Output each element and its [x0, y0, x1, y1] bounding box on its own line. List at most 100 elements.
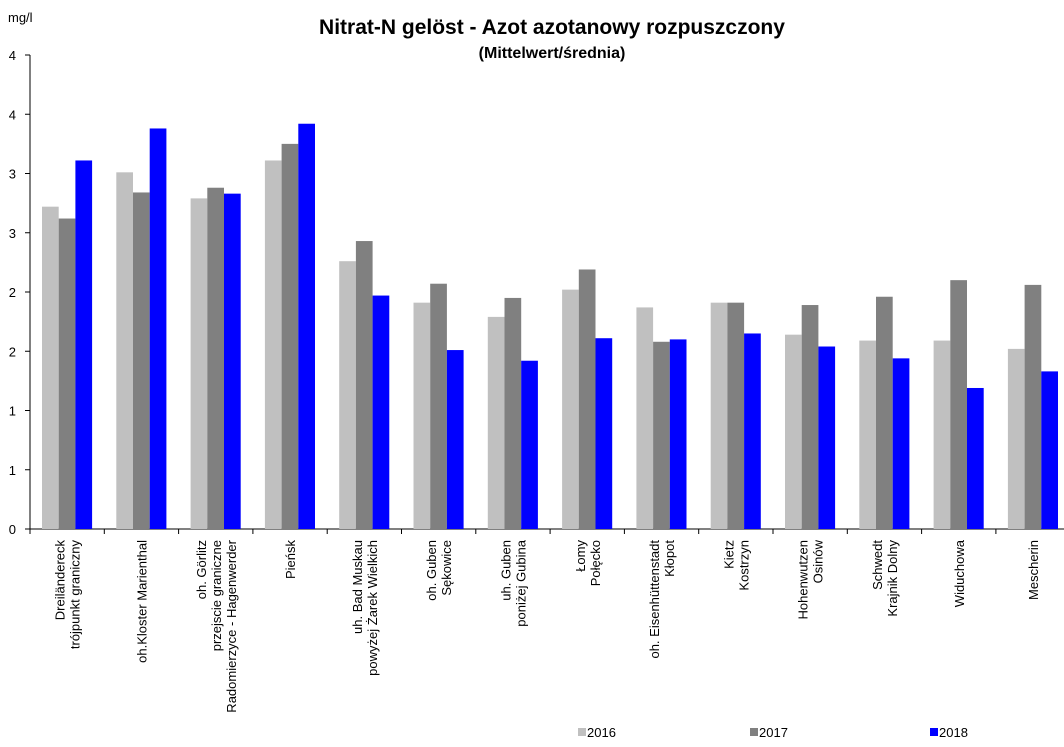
bar	[355, 241, 373, 530]
bar	[669, 339, 687, 529]
x-tick-label-line: Sękowice	[439, 540, 454, 596]
x-tick-label: Mescherin	[1026, 540, 1041, 600]
x-tick-label-line: oh.Kloster Marienthal	[134, 540, 149, 663]
x-tick-label: KietzKostrzyn	[721, 540, 751, 591]
bar	[859, 340, 876, 529]
bar	[487, 316, 505, 529]
x-tick-label: oh. Görlitzprzejscie graniczneRadomierzy…	[194, 539, 239, 712]
bar	[430, 283, 447, 529]
y-tick-label: 2	[9, 344, 16, 359]
bar	[1024, 284, 1042, 529]
chart-subtitle: (Mittelwert/średnia)	[479, 45, 626, 62]
y-tick-label: 4	[9, 48, 16, 63]
y-tick-label: 2	[9, 285, 16, 300]
legend-label: 2018	[939, 725, 968, 740]
x-tick-label: oh. GubenSękowice	[424, 540, 454, 601]
bar	[133, 192, 150, 529]
bar	[892, 358, 910, 529]
bar	[1041, 371, 1058, 529]
bar	[413, 302, 431, 529]
x-tick-label-line: powyżej Żarek Wielkich	[365, 540, 380, 676]
x-tick-label-line: oh. Eisenhüttenstadt	[647, 540, 662, 659]
x-tick-label-line: oh. Görlitz	[194, 540, 209, 599]
x-tick-label-line: Połęcko	[588, 540, 603, 586]
x-tick-label-line: Kostrzyn	[736, 540, 751, 591]
bar	[149, 128, 167, 529]
y-tick-label: 1	[9, 463, 16, 478]
x-tick-label: HohenwutzenOsinów	[796, 539, 826, 619]
bar	[967, 387, 984, 529]
bar	[785, 334, 802, 529]
bar	[58, 218, 76, 529]
bar	[818, 346, 836, 529]
bar	[264, 160, 282, 529]
bar	[339, 261, 356, 529]
x-tick-label: SchwedtKrajnik Dolny	[870, 540, 900, 617]
bar	[727, 302, 745, 529]
legend-swatch	[578, 728, 586, 736]
bar	[876, 296, 893, 529]
bar	[744, 333, 761, 529]
x-tick-label: ŁomyPołęcko	[573, 540, 603, 587]
legend-swatch	[930, 728, 938, 736]
x-tick-label-line: Łomy	[573, 540, 588, 572]
y-tick-label: 4	[9, 107, 16, 122]
bar	[636, 307, 654, 529]
bar	[801, 305, 819, 529]
x-tick-label-line: przejscie graniczne	[209, 540, 224, 651]
x-tick-label-line: poniżej Gubina	[513, 539, 528, 626]
x-tick-label: uh. Gubenponiżej Gubina	[498, 539, 528, 626]
x-tick-label-line: Krajnik Dolny	[885, 540, 900, 617]
y-tick-label: 1	[9, 404, 16, 419]
x-tick-label-line: Kłopot	[662, 540, 677, 577]
x-tick-label: Pieńsk	[283, 540, 298, 580]
bar	[1007, 348, 1025, 529]
x-tick-label: oh.Kloster Marienthal	[134, 540, 149, 663]
x-tick-label-line: Schwedt	[870, 540, 885, 590]
bar	[933, 340, 951, 529]
bar	[207, 187, 224, 529]
bar	[190, 198, 208, 529]
x-tick-label-line: Pieńsk	[283, 540, 298, 580]
x-tick-label: Dreiländerecktrójpunkt graniczny	[53, 540, 83, 650]
y-tick-label: 3	[9, 226, 16, 241]
bar	[710, 302, 728, 529]
y-axis-label: mg/l	[8, 10, 33, 25]
x-tick-label: uh. Bad Muskaupowyżej Żarek Wielkich	[350, 540, 380, 676]
x-tick-label-line: trójpunkt graniczny	[68, 540, 83, 650]
y-tick-label: 3	[9, 167, 16, 182]
x-tick-label-line: Osinów	[811, 539, 826, 583]
bar	[562, 289, 579, 529]
bar	[298, 123, 315, 529]
x-tick-label-line: Hohenwutzen	[796, 540, 811, 620]
x-tick-label-line: Radomierzyce - Hagenwerder	[224, 539, 239, 712]
x-tick-label-line: Kietz	[721, 540, 736, 569]
legend-swatch	[750, 728, 758, 736]
x-tick-label-line: Mescherin	[1026, 540, 1041, 600]
y-tick-label: 0	[9, 522, 16, 537]
legend-label: 2017	[759, 725, 788, 740]
x-tick-label: Widuchowa	[952, 539, 967, 607]
bar	[224, 193, 241, 529]
bar	[42, 206, 59, 529]
bar	[75, 160, 93, 529]
chart-title: Nitrat-N gelöst - Azot azotanowy rozpusz…	[319, 16, 785, 39]
bar	[595, 338, 613, 529]
bar	[446, 350, 464, 529]
bar	[521, 360, 538, 529]
x-tick-label-line: uh. Guben	[498, 540, 513, 601]
x-tick-label-line: oh. Guben	[424, 540, 439, 601]
bar	[116, 172, 133, 529]
x-tick-label-line: Dreiländereck	[53, 540, 68, 621]
x-tick-label: oh. EisenhüttenstadtKłopot	[647, 540, 677, 659]
bar	[504, 297, 522, 529]
x-tick-label-line: Widuchowa	[952, 539, 967, 607]
x-tick-label-line: uh. Bad Muskau	[350, 540, 365, 634]
bar	[950, 280, 967, 529]
bar	[372, 295, 390, 529]
legend-label: 2016	[587, 725, 616, 740]
bar	[578, 269, 596, 529]
bar	[653, 341, 670, 529]
bar	[281, 143, 299, 529]
